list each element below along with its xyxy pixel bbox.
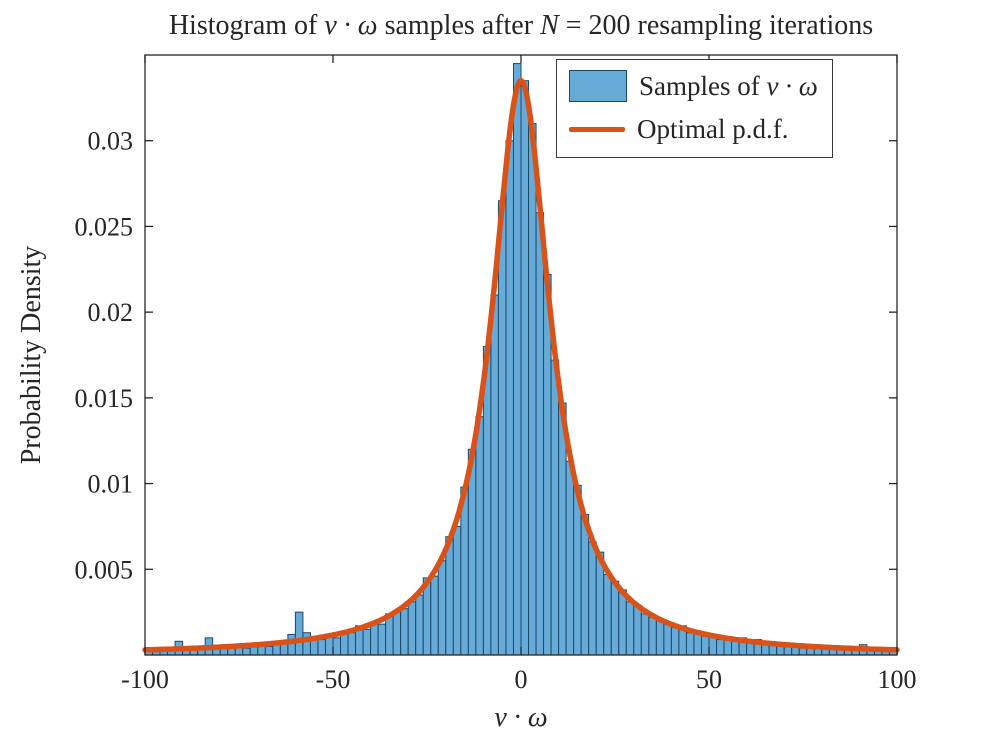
histogram-bar	[505, 140, 514, 656]
plot-title-mid: samples after	[377, 10, 541, 41]
histogram-bar	[264, 645, 274, 656]
plot-title-text: Histogram of	[168, 10, 325, 41]
legend-label-samples-math: v · ω	[766, 70, 818, 101]
histogram-bar	[452, 525, 462, 656]
histogram-bar	[362, 628, 372, 656]
histogram-bar	[700, 635, 710, 656]
y-tick-label: 0.005	[75, 555, 134, 584]
histogram-bar	[655, 618, 665, 656]
histogram-bar	[347, 632, 357, 656]
y-tick-label: 0.025	[75, 212, 134, 241]
histogram-bar	[377, 623, 387, 656]
legend-label-samples-text: Samples of	[639, 70, 767, 101]
plot-title-post: = 200 resampling iterations	[558, 10, 874, 41]
x-tick-label: -50	[316, 665, 351, 694]
histogram-bar	[731, 640, 740, 656]
histogram-bar	[746, 642, 755, 656]
histogram-bar	[618, 589, 627, 656]
histogram-bar	[798, 647, 808, 656]
histogram-bar	[550, 359, 560, 656]
histogram-bar	[648, 616, 657, 656]
histogram-bar	[370, 621, 379, 656]
histogram-bar	[670, 627, 680, 656]
histogram-bar	[490, 294, 499, 656]
histogram-bar	[663, 623, 672, 656]
plot-title: Histogram of v · ω samples after N = 200…	[145, 10, 897, 42]
histogram-bar	[317, 639, 326, 656]
histogram-bar	[242, 647, 251, 656]
histogram-bar	[392, 609, 402, 656]
histogram-bar	[512, 63, 522, 656]
y-tick-label: 0.03	[88, 127, 134, 156]
histogram-bar	[535, 212, 545, 656]
y-tick-label: 0.015	[75, 384, 134, 413]
legend-label-samples: Samples of v · ω	[639, 71, 818, 102]
x-tick-label: 100	[878, 665, 917, 694]
legend-item-samples: Samples of v · ω	[569, 70, 818, 102]
legend-item-pdf: Optimal p.d.f.	[569, 114, 818, 145]
histogram-bar	[528, 123, 537, 656]
histogram-bar	[520, 80, 530, 656]
legend: Samples of v · ω Optimal p.d.f.	[556, 59, 833, 158]
y-tick-label: 0.01	[88, 470, 134, 499]
histogram-bar	[302, 632, 311, 656]
x-tick-label: -100	[121, 665, 169, 694]
histogram-bar	[430, 575, 439, 656]
histogram-bar	[640, 613, 650, 656]
histogram-bar	[580, 513, 590, 656]
legend-label-pdf: Optimal p.d.f.	[637, 114, 789, 144]
histogram-bar	[287, 633, 296, 656]
histogram-bar	[460, 486, 469, 656]
histogram-bar	[475, 416, 484, 656]
legend-swatch-histogram	[569, 70, 627, 102]
histogram-bar	[400, 608, 409, 656]
plot-title-math-n: N	[540, 10, 559, 41]
histogram-bar	[332, 637, 342, 656]
histogram-bar	[445, 536, 454, 656]
histogram-bar	[437, 560, 447, 656]
plot-title-math-vw: v · ω	[324, 10, 378, 41]
x-axis-label: v · ω	[494, 702, 548, 733]
histogram-bar	[588, 541, 597, 656]
histogram-bar	[294, 611, 304, 656]
histogram-bar	[716, 639, 725, 656]
histogram-bar	[685, 632, 695, 656]
x-tick-label: 50	[696, 665, 722, 694]
histogram-bar	[633, 604, 642, 656]
x-tick-label: 0	[515, 665, 528, 694]
histogram-bar	[415, 594, 424, 656]
legend-swatch-curve	[569, 127, 625, 132]
histogram-bar	[407, 601, 417, 656]
histogram-bar	[565, 460, 575, 656]
histogram-bar	[610, 580, 620, 656]
histogram-bar	[497, 200, 507, 656]
y-axis-label: Probability Density	[16, 245, 47, 465]
y-tick-label: 0.02	[88, 298, 134, 327]
histogram-bar	[625, 601, 635, 656]
pdf-curve	[142, 77, 900, 653]
axis-ticks: -100 -50 0 50 100 0.005 0.01 0.015 0.02 0.025 0.03	[75, 55, 917, 694]
histogram-bar	[603, 573, 612, 656]
